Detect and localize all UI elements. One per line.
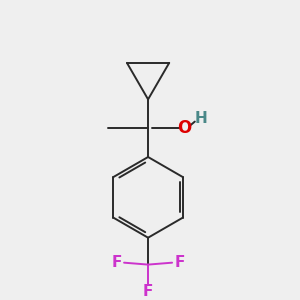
Text: F: F bbox=[175, 255, 185, 270]
Text: H: H bbox=[194, 111, 207, 126]
Text: F: F bbox=[143, 284, 153, 299]
Text: O: O bbox=[178, 119, 192, 137]
Text: F: F bbox=[111, 255, 122, 270]
